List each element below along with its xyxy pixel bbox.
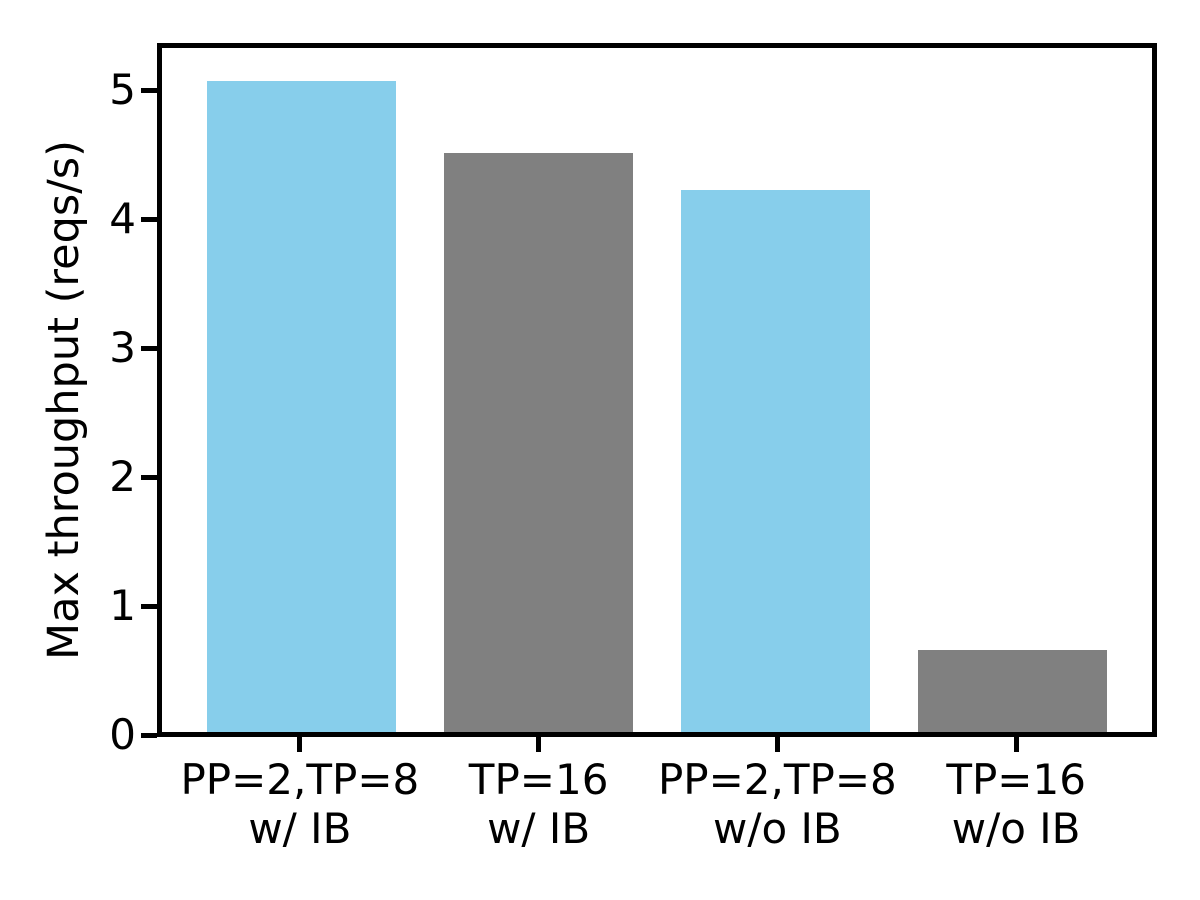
y-tick-4	[141, 216, 157, 222]
y-tick-2	[141, 474, 157, 480]
y-tick-label-1: 1	[109, 581, 136, 631]
x-tick-label-1: TP=16 w/ IB	[468, 755, 609, 853]
y-tick-label-2: 2	[109, 452, 136, 502]
x-tick-3	[1013, 737, 1019, 752]
bar-3	[917, 650, 1107, 732]
x-tick-label-0: PP=2,TP=8 w/ IB	[180, 755, 420, 853]
y-tick-0	[141, 732, 157, 738]
x-tick-label-2: PP=2,TP=8 w/o IB	[657, 755, 897, 853]
bar-1	[443, 152, 634, 732]
y-tick-1	[141, 603, 157, 609]
bars-container	[162, 48, 1152, 732]
y-tick-label-0: 0	[109, 710, 136, 759]
y-tick-5	[141, 87, 157, 93]
y-tick-label-4: 4	[109, 194, 136, 244]
y-tick-label-5: 5	[109, 65, 136, 115]
x-tick-1	[536, 737, 542, 752]
bar-2	[680, 189, 871, 732]
x-tick-2	[774, 737, 780, 752]
x-tick-0	[297, 737, 303, 752]
y-tick-3	[141, 345, 157, 351]
plot-area	[157, 43, 1157, 737]
bar-0	[207, 81, 397, 732]
y-tick-label-3: 3	[109, 323, 136, 373]
x-tick-label-3: TP=16 w/o IB	[946, 755, 1086, 853]
